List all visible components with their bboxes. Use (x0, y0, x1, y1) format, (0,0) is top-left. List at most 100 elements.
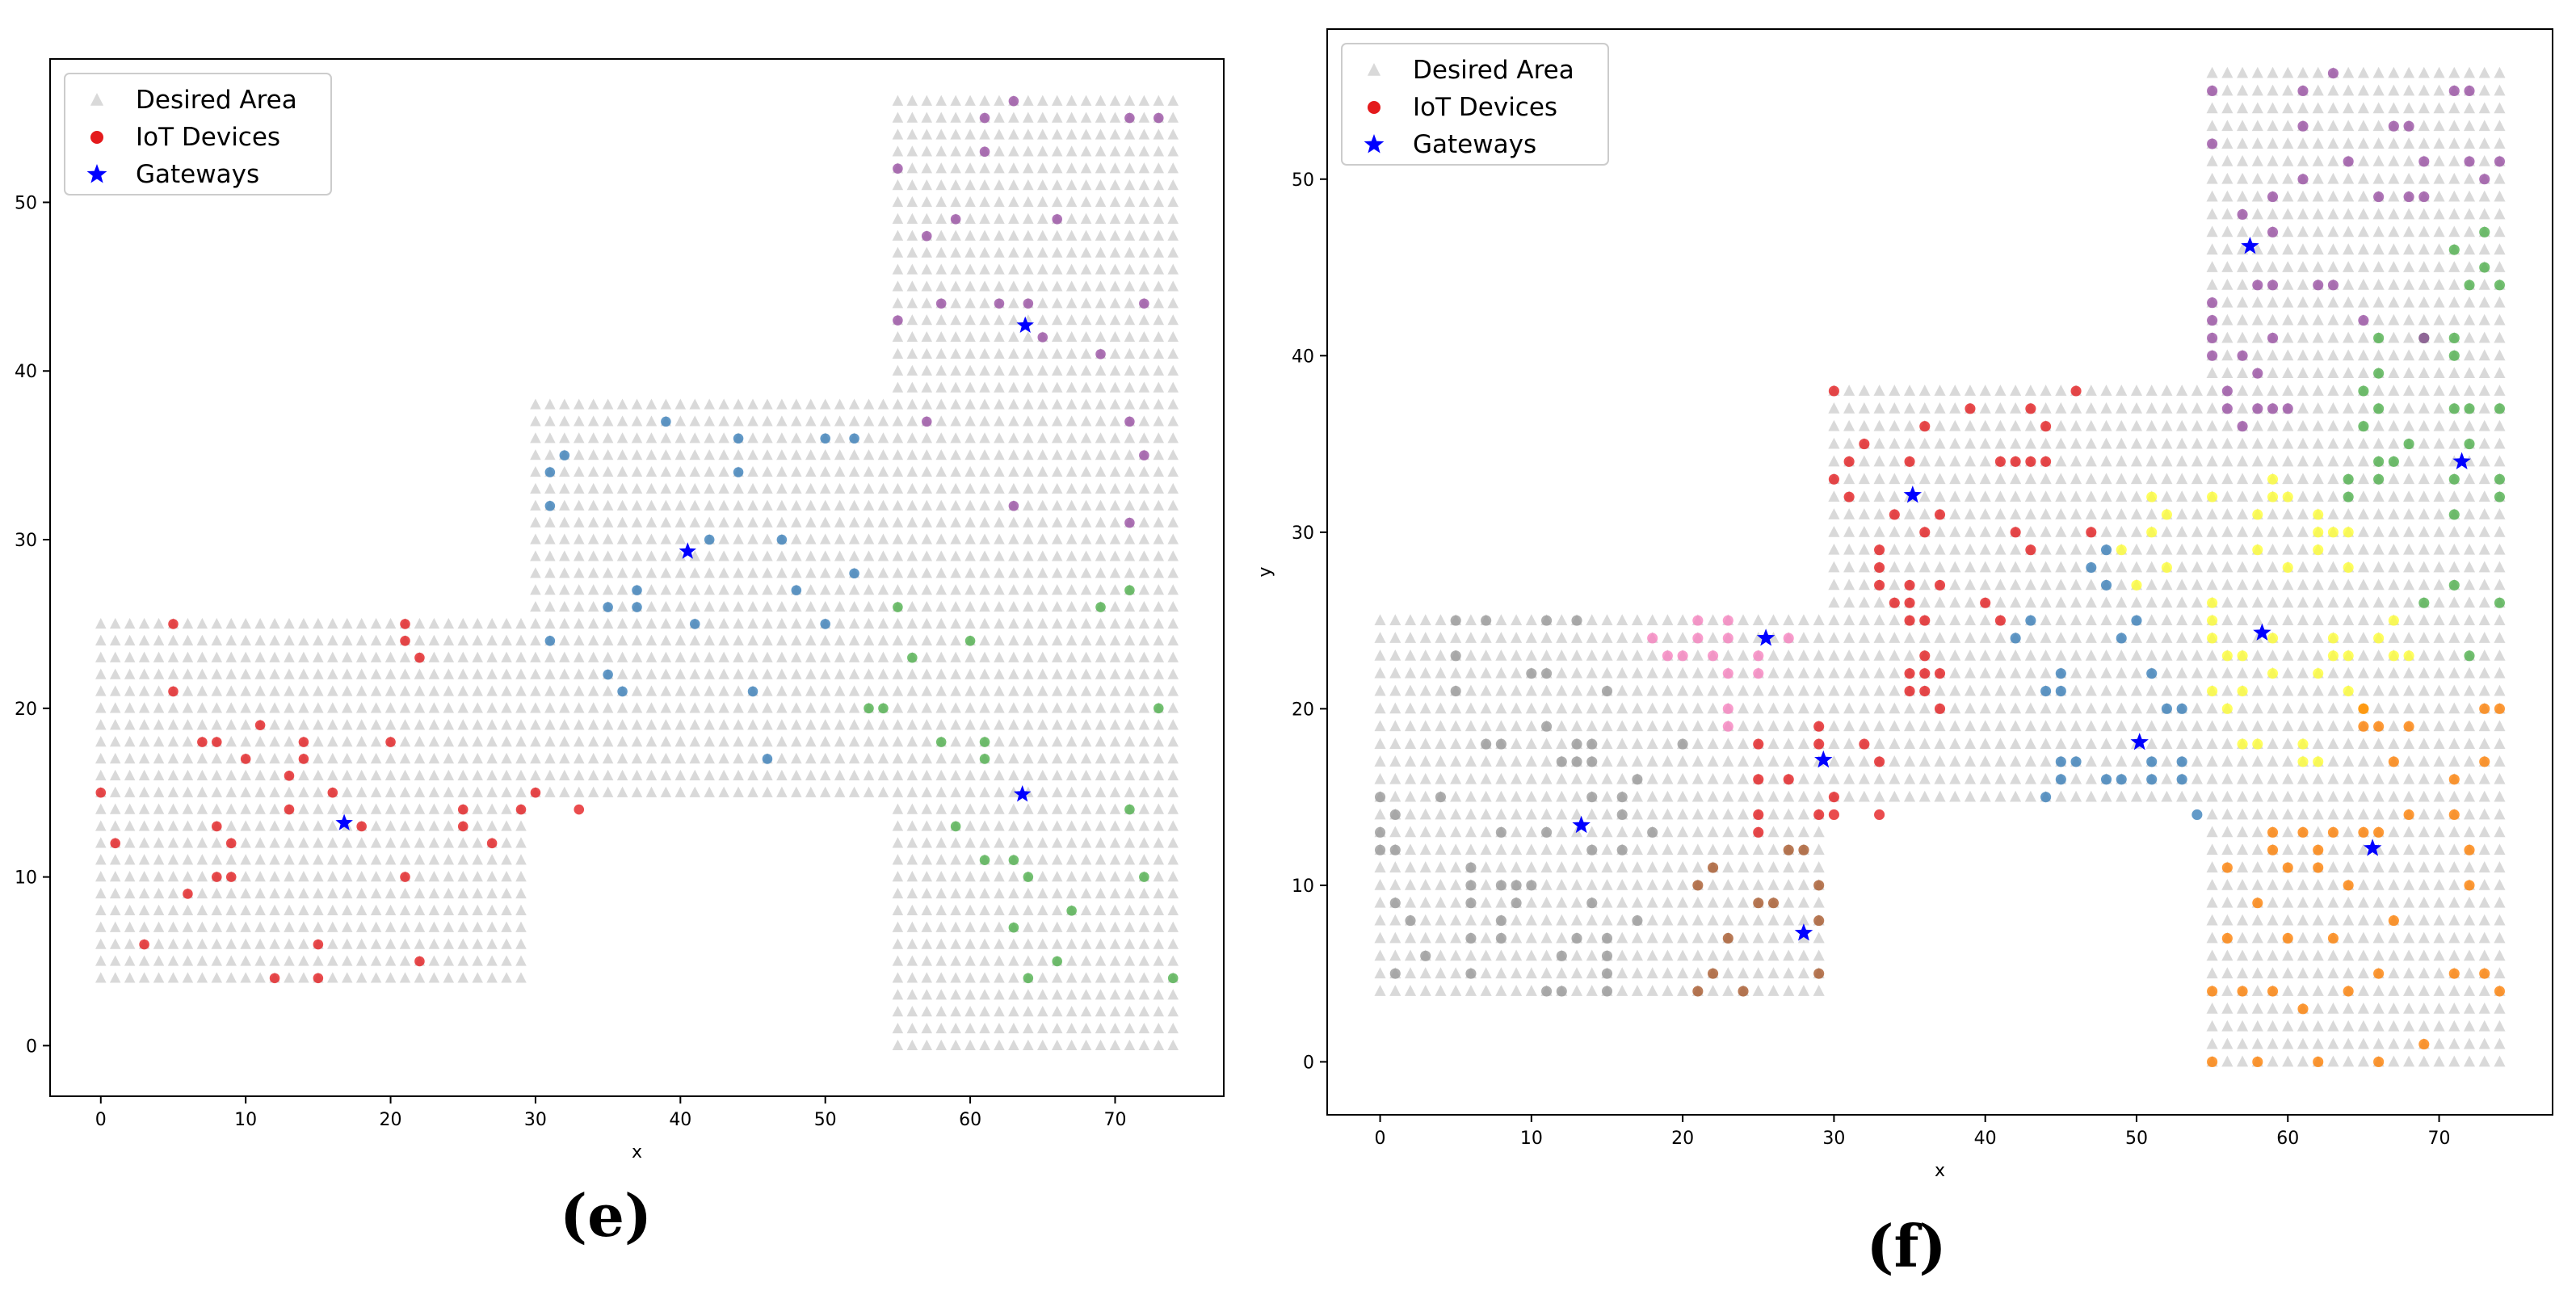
iot-device-point (2010, 456, 2021, 467)
device-cluster-green (864, 585, 1179, 984)
x-tick-label: 0 (95, 1110, 107, 1130)
iot-device-point (414, 956, 425, 967)
iot-devices (95, 95, 1179, 984)
x-tick-label: 40 (669, 1110, 691, 1130)
iot-device-point (2207, 315, 2218, 326)
iot-device-point (603, 602, 613, 612)
iot-device-point (820, 433, 830, 444)
iot-device-point (2343, 527, 2354, 538)
iot-device-point (2267, 844, 2279, 855)
iot-device-point (2282, 862, 2293, 873)
iot-device-point (2373, 473, 2385, 485)
iot-device-point (2252, 403, 2263, 414)
iot-device-point (2207, 597, 2218, 608)
iot-device-point (1813, 738, 1825, 750)
iot-device-point (2313, 862, 2324, 873)
iot-device-point (1813, 809, 1825, 821)
iot-device-point (2116, 774, 2127, 785)
iot-device-point (2313, 544, 2324, 556)
plot-frame (1326, 28, 2553, 1116)
iot-device-point (2237, 650, 2248, 662)
iot-device-point (2418, 1039, 2430, 1050)
iot-device-point (414, 652, 425, 663)
iot-device-point (1994, 615, 2006, 626)
iot-device-point (1139, 298, 1149, 309)
iot-device-point (2297, 1003, 2309, 1015)
iot-device-point (2100, 579, 2112, 591)
iot-device-point (2494, 280, 2506, 291)
iot-device-point (2161, 703, 2172, 714)
legend-box (64, 73, 332, 195)
iot-device-point (1601, 685, 1613, 697)
iot-device-point (2448, 85, 2460, 97)
iot-device-point (1541, 826, 1553, 838)
iot-device-point (1124, 416, 1135, 427)
iot-device-point (2494, 403, 2506, 414)
desired-area-markers (1374, 614, 1825, 996)
iot-device-point (1008, 500, 1019, 511)
iot-device-point (893, 163, 903, 174)
iot-device-point (1616, 809, 1628, 821)
iot-device-point (1023, 973, 1034, 984)
iot-device-point (2494, 986, 2506, 997)
iot-device-point (1481, 738, 1492, 750)
iot-device-point (964, 636, 976, 646)
gateway-star (2363, 839, 2382, 856)
y-tick-label: 20 (15, 700, 37, 720)
iot-device-point (1874, 809, 1885, 821)
iot-device-point (2448, 332, 2460, 343)
iot-device-point (110, 838, 121, 849)
iot-device-point (183, 889, 193, 899)
iot-device-point (2479, 174, 2490, 185)
iot-device-point (2479, 262, 2490, 273)
iot-device-point (1374, 826, 1386, 838)
iot-device-point (1052, 956, 1062, 967)
iot-device-point (2237, 738, 2248, 750)
gateway-star (1814, 750, 1833, 768)
iot-device-point (2252, 738, 2263, 750)
iot-device-point (1008, 922, 1019, 933)
y-tick-label: 50 (1292, 170, 1314, 191)
iot-device-point (313, 939, 324, 950)
iot-device-point (2479, 703, 2490, 714)
iot-device-point (2267, 473, 2279, 485)
iot-device-point (2448, 244, 2460, 255)
iot-device-point (733, 467, 744, 477)
iot-device-point (2479, 756, 2490, 767)
iot-device-point (298, 737, 309, 747)
iot-device-point (704, 534, 715, 545)
iot-device-point (1904, 685, 1915, 697)
iot-device-point (1783, 844, 1794, 855)
iot-device-point (574, 804, 585, 815)
iot-device-point (457, 804, 469, 815)
iot-device-point (1541, 615, 1553, 626)
iot-device-point (1919, 650, 1931, 662)
iot-device-point (1813, 968, 1825, 979)
iot-device-point (1662, 650, 1673, 662)
iot-device-point (2388, 756, 2399, 767)
iot-device-point (2297, 85, 2309, 97)
iot-device-point (2373, 721, 2385, 732)
iot-device-point (2327, 527, 2339, 538)
iot-device-point (1934, 579, 1946, 591)
iot-device-point (2146, 774, 2158, 785)
iot-device-point (2116, 633, 2127, 644)
device-cluster-blue (544, 416, 859, 764)
iot-device-point (1904, 456, 1915, 467)
iot-device-point (2282, 491, 2293, 502)
iot-device-point (1874, 756, 1885, 767)
iot-device-point (1813, 721, 1825, 732)
legend-area-marker (1367, 63, 1381, 76)
iot-device-point (2418, 191, 2430, 203)
legend-area-marker (90, 93, 104, 106)
iot-device-point (1465, 880, 1477, 891)
iot-device-point (1708, 862, 1719, 873)
iot-device-point (2070, 385, 2082, 397)
iot-device-point (1616, 844, 1628, 855)
y-tick-label: 10 (1292, 877, 1314, 897)
iot-device-point (2221, 932, 2233, 944)
iot-device-point (2358, 421, 2369, 432)
iot-device-point (2343, 986, 2354, 997)
iot-device-point (1095, 602, 1106, 612)
